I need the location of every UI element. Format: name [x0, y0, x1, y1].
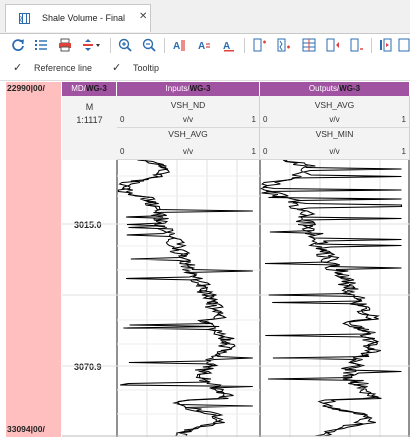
toolbar-separator: [244, 38, 245, 53]
svg-text:A: A: [223, 41, 230, 52]
curve-min: 0: [263, 115, 268, 124]
md-unit: M: [85, 102, 94, 112]
md-column-header: M 1:1117: [62, 96, 118, 160]
curve-min: 0: [120, 115, 125, 124]
curve-header-vsh-avg-output[interactable]: VSH_AVG 0 v/v 1: [260, 96, 410, 128]
remove-track-icon[interactable]: [350, 38, 364, 52]
curve-name: VSH_ND: [170, 100, 206, 110]
curve-max: 1: [401, 147, 406, 156]
curve-unit: v/v: [182, 115, 194, 124]
vsh-avg-output-curve: [262, 160, 403, 437]
curve-min: 0: [263, 147, 268, 156]
md-track-header[interactable]: MD/WG-3: [62, 82, 117, 96]
log-view-icon: [19, 13, 30, 24]
add-curve-icon[interactable]: [277, 38, 291, 52]
tab-bar: Shale Volume - Final ✕: [0, 0, 410, 34]
inputs-curves: [117, 160, 253, 437]
curve-max: 1: [251, 115, 256, 124]
curve-header-vsh-avg[interactable]: VSH_AVG 0 v/v 1: [117, 128, 260, 160]
refresh-icon[interactable]: [11, 38, 25, 52]
curve-unit: v/v: [329, 147, 340, 156]
curve-max: 1: [401, 115, 406, 124]
add-track-icon[interactable]: [253, 38, 267, 52]
svg-text:A: A: [198, 41, 205, 52]
curve-unit: v/v: [329, 115, 340, 124]
reference-line-toggle[interactable]: Reference line: [34, 63, 93, 73]
curve-max: 1: [251, 147, 256, 156]
tab-shale-volume[interactable]: Shale Volume - Final ✕: [5, 4, 151, 32]
zoom-in-icon[interactable]: [118, 38, 132, 52]
grid-icon[interactable]: [302, 38, 316, 52]
zoom-out-icon[interactable]: [142, 38, 156, 52]
insert-icon[interactable]: [326, 38, 340, 52]
vsh-avg-curve: [117, 160, 233, 437]
curve-name: VSH_AVG: [314, 100, 355, 110]
grid-lines: [62, 160, 410, 437]
close-icon[interactable]: ✕: [139, 11, 148, 22]
text-format-icon[interactable]: A: [197, 38, 211, 52]
more-icon[interactable]: [398, 38, 410, 52]
tooltip-toggle[interactable]: Tooltip: [133, 63, 160, 73]
vsh-nd-curve: [120, 160, 253, 437]
outputs-track-header[interactable]: Outputs/WG-3: [260, 82, 410, 96]
depth-label-3015: 3015.0: [74, 220, 102, 230]
text-clear-icon[interactable]: A: [222, 38, 236, 52]
curve-name: VSH_MIN: [315, 129, 354, 139]
toolbar-separator: [110, 38, 111, 53]
options-bar: ✓ Reference line ✓ Tooltip: [0, 58, 410, 81]
list-icon[interactable]: [34, 38, 48, 52]
text-style-icon[interactable]: A: [172, 38, 186, 52]
depth-label-3070: 3070.9: [74, 362, 102, 372]
depth-bottom-value: 33094|00/: [7, 424, 45, 434]
print-icon[interactable]: [58, 38, 72, 52]
depth-navigator[interactable]: 22990|00/ 33094|00/: [6, 82, 61, 437]
toolbar-separator: [164, 38, 165, 53]
depth-top-value: 22990|00/: [7, 83, 45, 93]
outputs-curves: [260, 160, 403, 437]
reference-line-check-icon[interactable]: ✓: [13, 62, 23, 74]
md-scale: 1:1117: [76, 115, 103, 125]
inputs-track-header[interactable]: Inputs/WG-3: [117, 82, 260, 96]
column-icon[interactable]: [379, 38, 393, 52]
curve-min: 0: [120, 147, 125, 156]
curve-header-vsh-min[interactable]: VSH_MIN 0 v/v 1: [260, 128, 410, 160]
curve-unit: v/v: [182, 147, 194, 156]
log-plot-area[interactable]: [62, 160, 410, 437]
scale-arrows-icon[interactable]: [82, 38, 102, 52]
curve-name: VSH_AVG: [168, 129, 208, 139]
toolbar: A A A: [0, 34, 410, 58]
tooltip-check-icon[interactable]: ✓: [112, 62, 122, 74]
toolbar-separator: [371, 38, 372, 53]
vsh-min-curve: [260, 160, 379, 437]
curve-header-vsh-nd[interactable]: VSH_ND 0 v/v 1: [117, 96, 260, 128]
tab-title: Shale Volume - Final: [42, 13, 126, 23]
svg-text:A: A: [173, 41, 180, 52]
